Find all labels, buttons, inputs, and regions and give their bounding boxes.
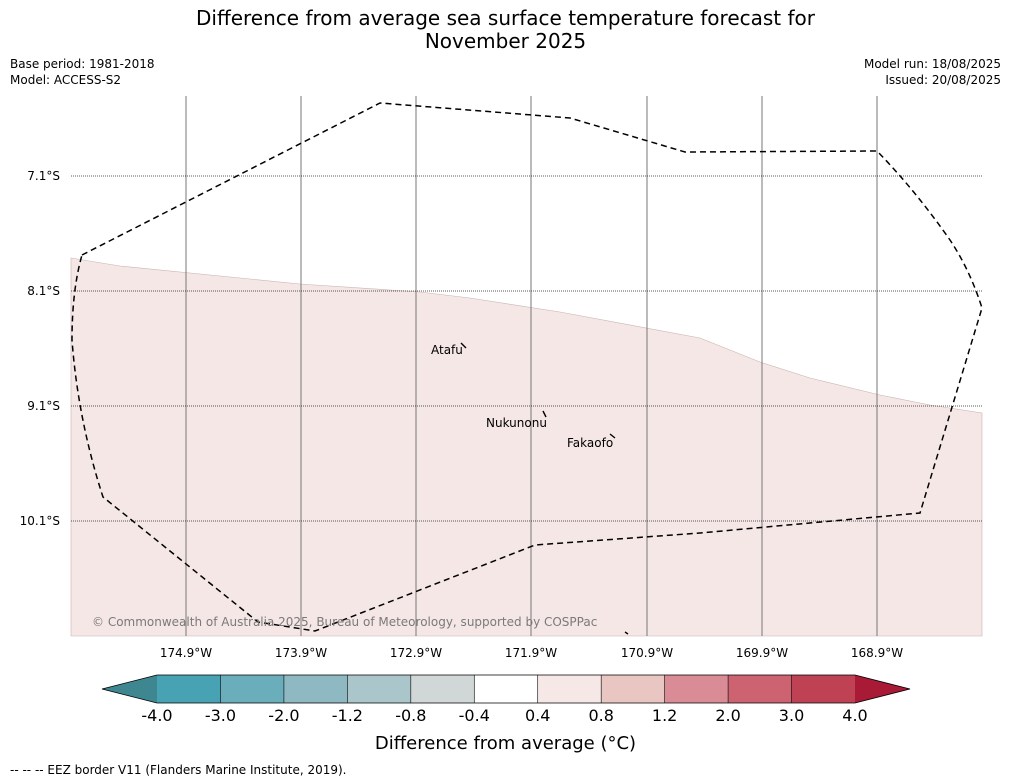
colorbar-tick-label: -2.0 [268,706,300,725]
colorbar-swatch [791,675,855,703]
colorbar-tick-label: 0.8 [588,706,614,725]
lat-label: 9.1°S [27,399,60,413]
colorbar-swatch [410,675,475,703]
lon-label: 173.9°W [274,646,328,660]
model-run: Model run: 18/08/2025 [863,57,1001,71]
colorbar-tick-label: -0.8 [395,706,427,725]
place-label-fakaofo: Fakaofo [567,436,614,450]
colorbar-tick-label: 2.0 [715,706,741,725]
eez-border [71,102,983,632]
lat-label: 8.1°S [27,284,60,298]
colorbar-swatch [347,675,411,703]
eez-legend-note: -- -- -- EEZ border V11 (Flanders Marine… [10,763,347,777]
atafu-island-mark [460,342,467,349]
colorbar-tick-label: 0.4 [524,706,551,725]
colorbar-tick-label: -0.4 [458,706,490,725]
colorbar-tick-label: -3.0 [204,706,237,725]
model-name: Model: ACCESS-S2 [10,73,122,87]
place-label-atafu: Atafu [431,343,463,357]
lon-label: 170.9°W [620,646,674,660]
colorbar-swatch [474,675,538,703]
colorbar-swatch [283,675,348,703]
colorbar-tick-label: 1.2 [651,706,678,725]
place-label-nukunonu: Nukunonu [486,416,547,430]
anomaly-fill-region [70,257,983,637]
lon-label: 174.9°W [159,646,213,660]
lat-label: 7.1°S [27,169,60,183]
chart-title-line1: Difference from average sea surface temp… [195,6,815,30]
colorbar-tick-label: 3.0 [778,706,805,725]
colorbar-arrow-high [855,675,910,703]
lon-label: 169.9°W [735,646,789,660]
colorbar [101,674,911,704]
chart-title-line2: November 2025 [424,29,587,53]
colorbar-title: Difference from average (°C) [374,733,637,754]
lon-label: 168.9°W [850,646,904,660]
lon-label: 172.9°W [389,646,443,660]
copyright-notice: © Commonwealth of Australia 2025, Bureau… [92,615,598,629]
colorbar-tick-label: -1.2 [331,706,363,725]
issued-date: Issued: 20/08/2025 [885,73,1001,87]
base-period: Base period: 1981-2018 [10,57,155,71]
lon-label: 171.9°W [504,646,558,660]
island-mark [624,631,629,635]
colorbar-swatch [664,675,729,703]
colorbar-swatch [601,675,665,703]
colorbar-tick-label: 4.0 [842,706,868,725]
colorbar-swatch [537,675,602,703]
fakaofo-island-mark [609,433,616,439]
colorbar-arrow-low [102,675,157,703]
colorbar-swatch [220,675,284,703]
colorbar-swatch [157,675,221,703]
colorbar-tick-label: -4.0 [141,706,173,725]
colorbar-swatch [728,675,792,703]
colorbar-outline [101,674,911,704]
nukunonu-island-mark [542,410,547,418]
lat-label: 10.1°S [19,514,60,528]
